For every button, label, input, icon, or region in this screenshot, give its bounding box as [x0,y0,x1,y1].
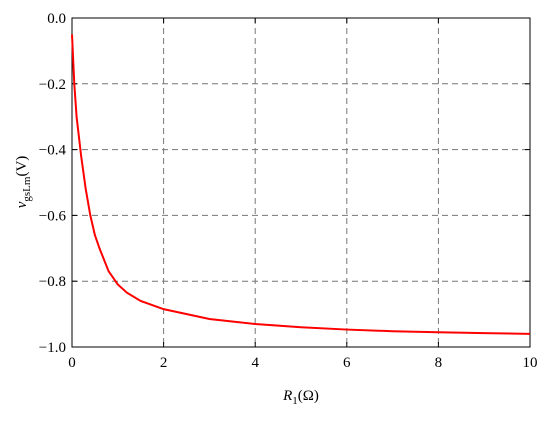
y-label-sub: gsLm [21,176,33,202]
y-label-main: v [14,201,30,208]
x-tick-label: 10 [523,355,538,371]
y-label-unit: (V) [14,156,30,177]
y-tick-label: −0.4 [39,143,67,159]
plot-frame [71,17,531,348]
x-label-unit: (Ω) [298,388,319,404]
x-tick-label: 0 [68,355,76,371]
x-axis-label: R1(Ω) [282,388,319,407]
data-line [71,34,531,335]
y-tick-label: −0.8 [39,274,66,290]
y-tick-label: −1.0 [39,340,66,356]
y-tick-label: 0.0 [47,11,66,27]
x-tick-label: 2 [160,355,168,371]
x-label-main: R [282,388,292,404]
x-label-sub: 1 [292,395,298,407]
x-tick-label: 6 [343,355,351,371]
y-tick-label: −0.6 [39,208,67,224]
x-tick-label: 8 [435,355,443,371]
y-tick-label: −0.2 [39,77,66,93]
x-tick-label: 4 [251,355,259,371]
y-axis-label: vgsLm(V) [14,156,33,209]
